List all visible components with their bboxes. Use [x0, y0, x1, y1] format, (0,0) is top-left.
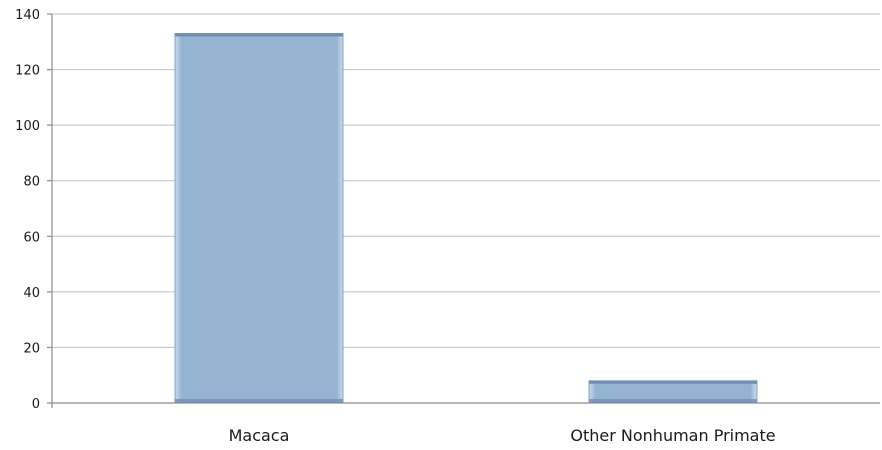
bar-base-edge — [589, 399, 757, 403]
bar-other-nonhuman-primate — [588, 380, 758, 404]
y-tick-label: 40 — [23, 286, 40, 301]
y-tick-label: 20 — [23, 341, 40, 356]
y-tick-label: 140 — [15, 8, 40, 23]
x-category-label: Macaca — [229, 426, 290, 445]
x-category-label: Other Nonhuman Primate — [570, 426, 775, 445]
y-tick-label: 120 — [15, 64, 40, 79]
bar — [174, 33, 344, 404]
y-axis-tick-labels: 0 20 40 60 80 100 120 140 — [15, 8, 52, 412]
bar-top-edge — [589, 380, 757, 384]
x-axis-category-labels: Macaca Other Nonhuman Primate — [229, 426, 776, 445]
bar-top-edge — [175, 33, 343, 37]
y-tick-label: 100 — [15, 119, 40, 134]
y-tick-label: 80 — [23, 175, 40, 190]
bar-base-edge — [175, 399, 343, 403]
y-tick-label: 60 — [23, 230, 40, 245]
y-tick-label: 0 — [32, 397, 40, 412]
bar-macaca — [174, 33, 344, 404]
